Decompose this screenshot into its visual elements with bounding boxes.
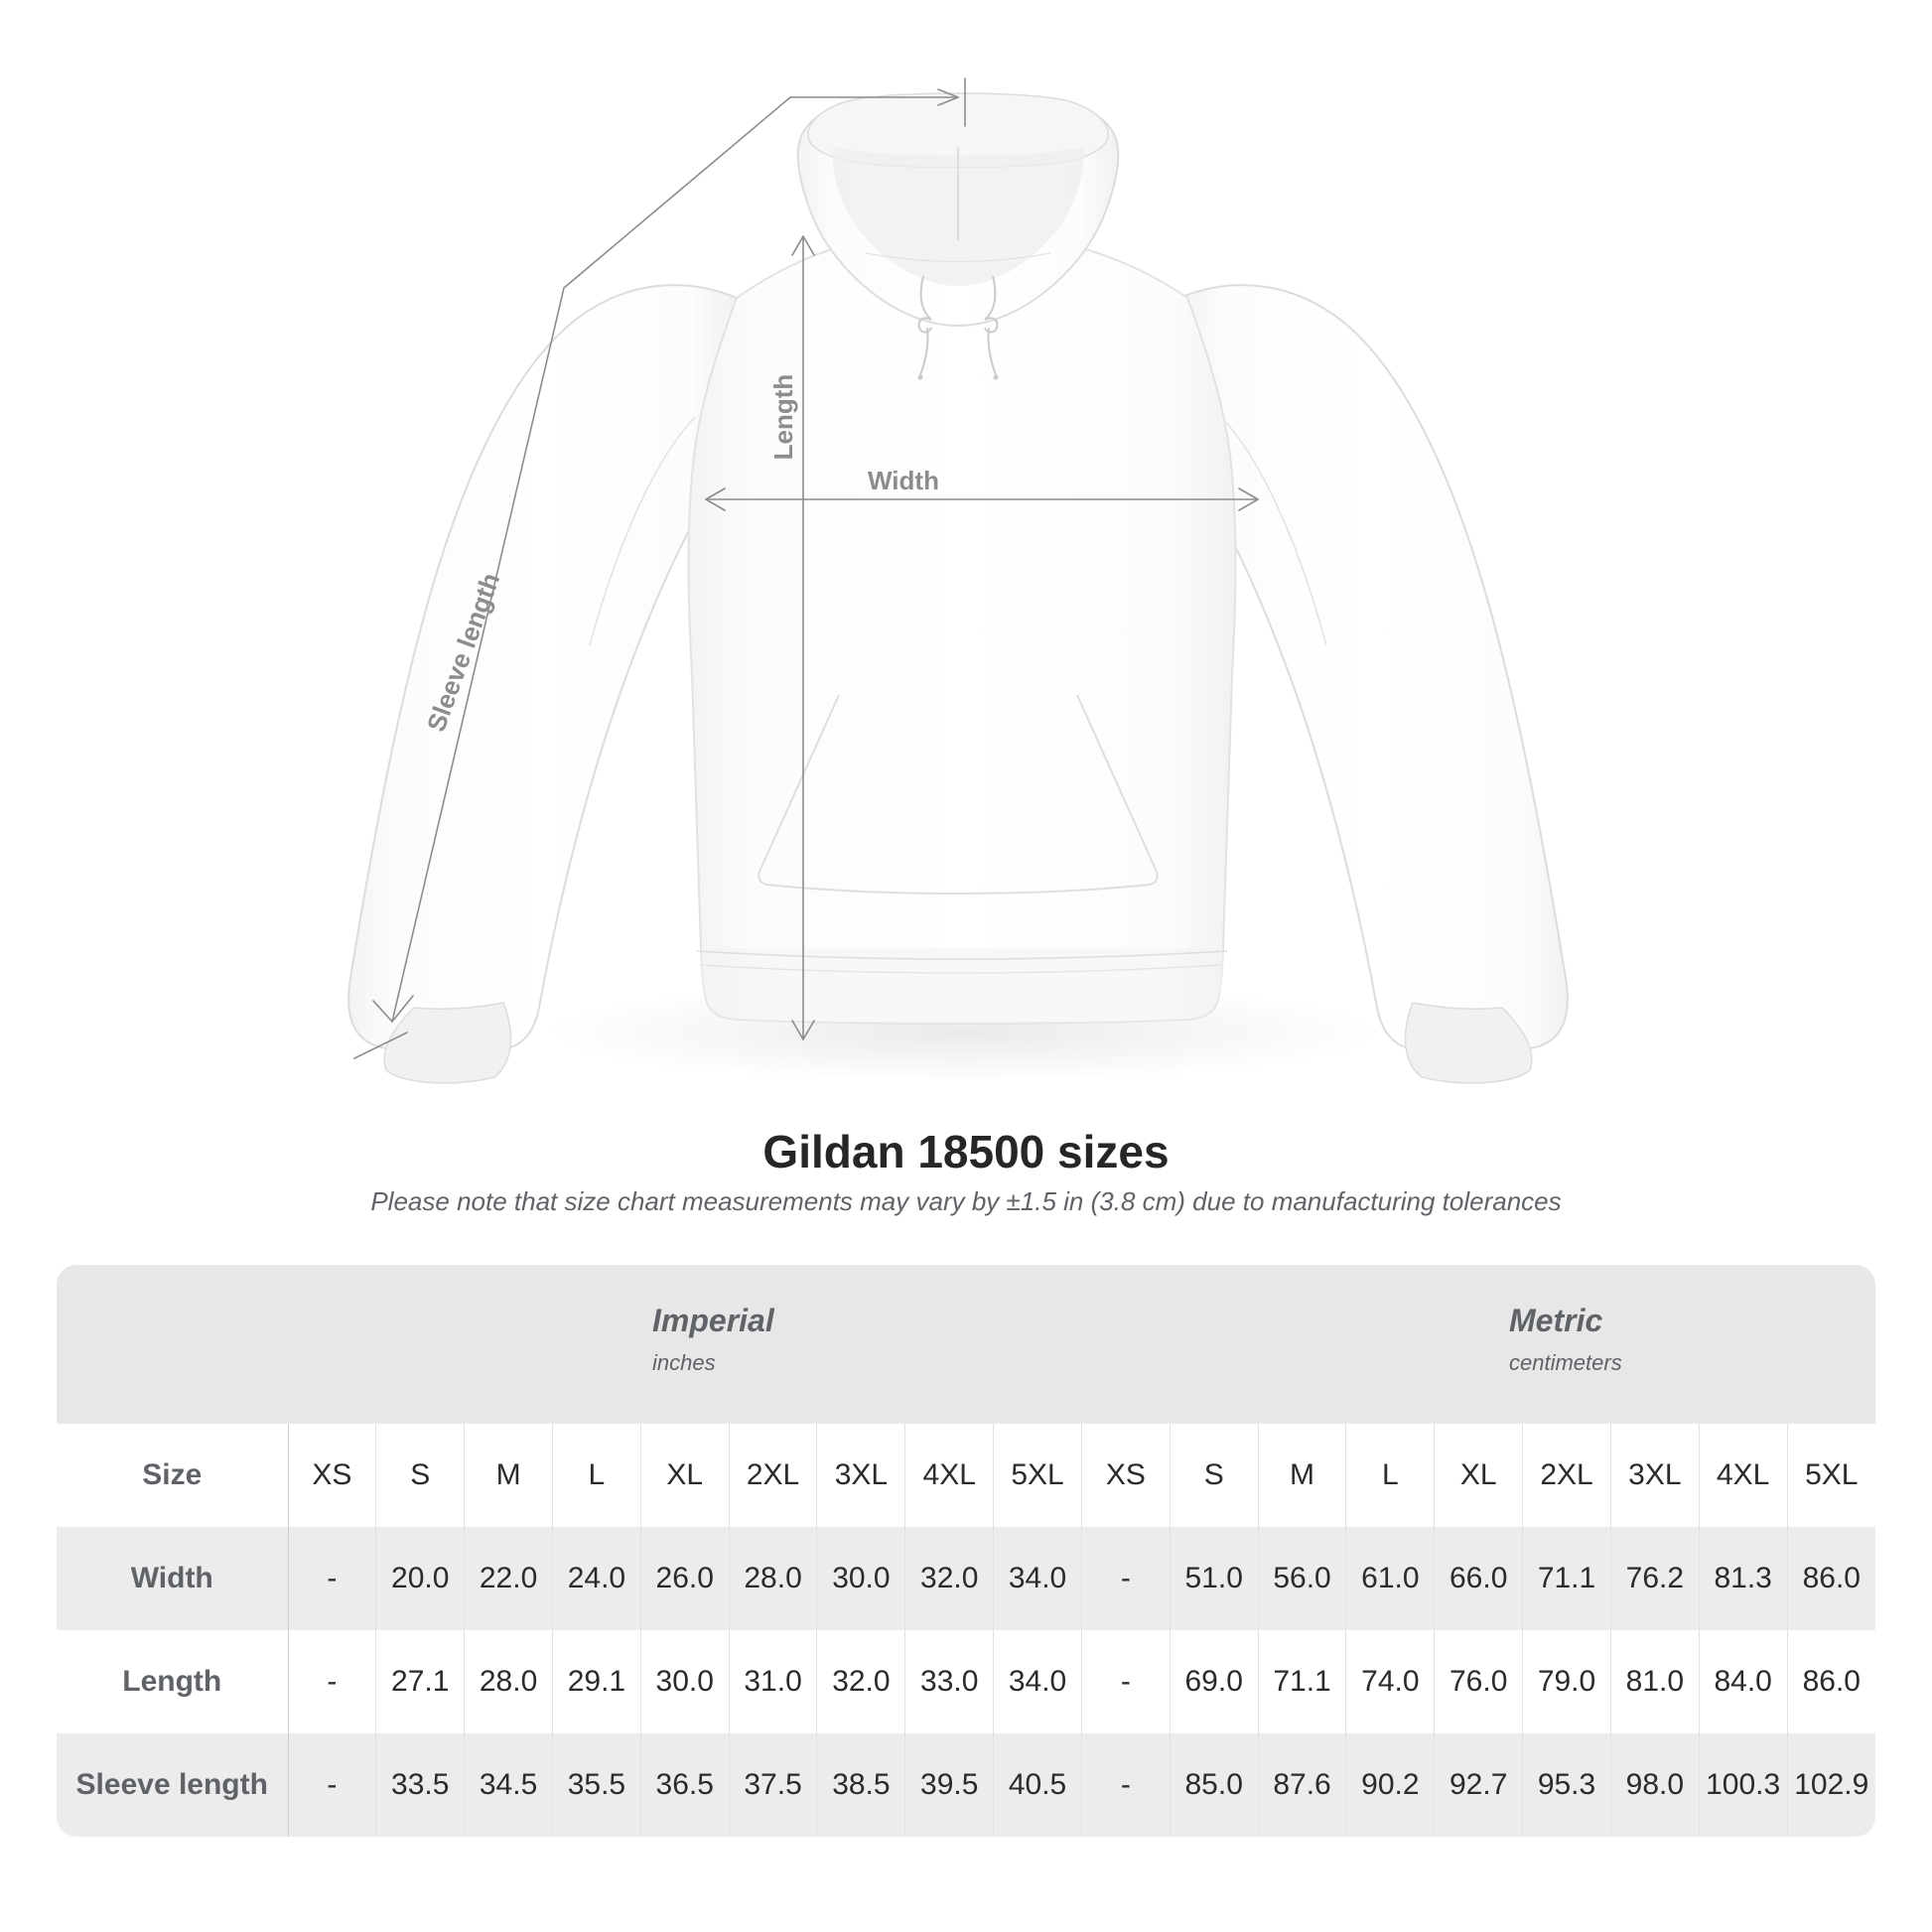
svg-text:Width: Width [868,466,939,495]
svg-text:Length: Length [768,374,798,461]
